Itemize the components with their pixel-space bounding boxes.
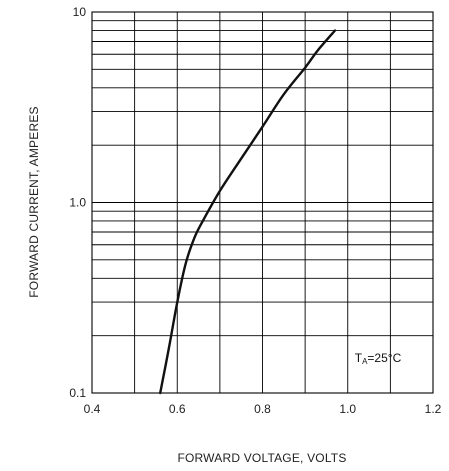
annotation-prefix: T <box>355 351 363 365</box>
series-layer <box>159 29 337 395</box>
annotation-value: =25 <box>367 351 388 365</box>
x-axis-title: FORWARD VOLTAGE, VOLTS <box>177 451 346 465</box>
x-tick-label: 0.4 <box>84 402 101 416</box>
plot-frame <box>91 11 434 394</box>
x-tick-label: 0.8 <box>254 402 271 416</box>
x-tick-label: 1.0 <box>339 402 356 416</box>
annotation-unit: °C <box>388 351 402 365</box>
label-layer: 0.4 0.6 0.8 1.0 1.2 0.1 1.0 10 <box>69 5 441 416</box>
y-axis-title: FORWARD CURRENT, AMPERES <box>27 106 41 298</box>
x-tick-label: 0.6 <box>169 402 186 416</box>
y-tick-label: 0.1 <box>69 386 86 400</box>
temperature-annotation: TA=25°C <box>355 351 402 366</box>
forward-current-curve <box>159 29 337 395</box>
y-tick-label: 1.0 <box>69 196 86 210</box>
y-tick-label: 10 <box>73 5 87 19</box>
grid-layer <box>91 11 434 394</box>
x-tick-label: 1.2 <box>425 402 442 416</box>
annotation-subscript: A <box>362 357 368 366</box>
